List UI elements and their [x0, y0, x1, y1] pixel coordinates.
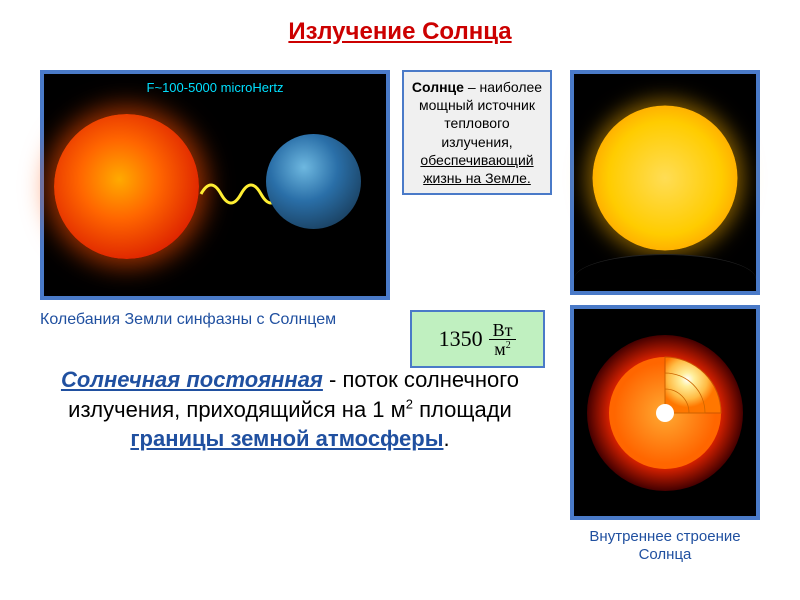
caption-oscillations: Колебания Земли синфазны с Солнцем — [40, 310, 380, 329]
atmosphere-boundary-link: границы земной атмосферы — [130, 426, 443, 451]
person-silhouette-icon — [662, 261, 668, 281]
sun-description-box: Солнце – наиболее мощный источник теплов… — [402, 70, 552, 195]
sc-end: . — [443, 426, 449, 451]
formula-denominator: м — [494, 339, 505, 359]
page-title: Излучение Солнца — [0, 0, 800, 46]
sun-scale-figure — [570, 70, 760, 295]
sc-body2: площади — [413, 397, 512, 422]
sun-cutaway-icon — [585, 333, 745, 493]
formula-number: 1350 — [439, 326, 483, 352]
sun-icon — [54, 114, 199, 259]
sun-structure-figure — [570, 305, 760, 520]
sc-dash: - — [323, 367, 343, 392]
earth-icon — [266, 134, 361, 229]
caption-structure: Внутреннее строение Солнца — [570, 528, 760, 564]
solar-constant-definition: Солнечная постоянная - поток солнечного … — [40, 365, 540, 454]
formula-numerator: Вт — [489, 321, 517, 340]
sun-earth-figure: F~100-5000 microHertz — [40, 70, 390, 300]
solar-constant-term: Солнечная постоянная — [61, 367, 323, 392]
formula-denom-sup: 2 — [506, 340, 511, 351]
desc-text-underline: обеспечивающий жизнь на Земле. — [420, 152, 533, 186]
sun-word: Солнце — [412, 79, 464, 95]
solar-constant-formula: 1350 Вт м2 — [410, 310, 545, 368]
sun-disk-icon — [593, 106, 738, 251]
sc-sup: 2 — [406, 396, 413, 411]
frequency-label: F~100-5000 microHertz — [147, 80, 284, 95]
